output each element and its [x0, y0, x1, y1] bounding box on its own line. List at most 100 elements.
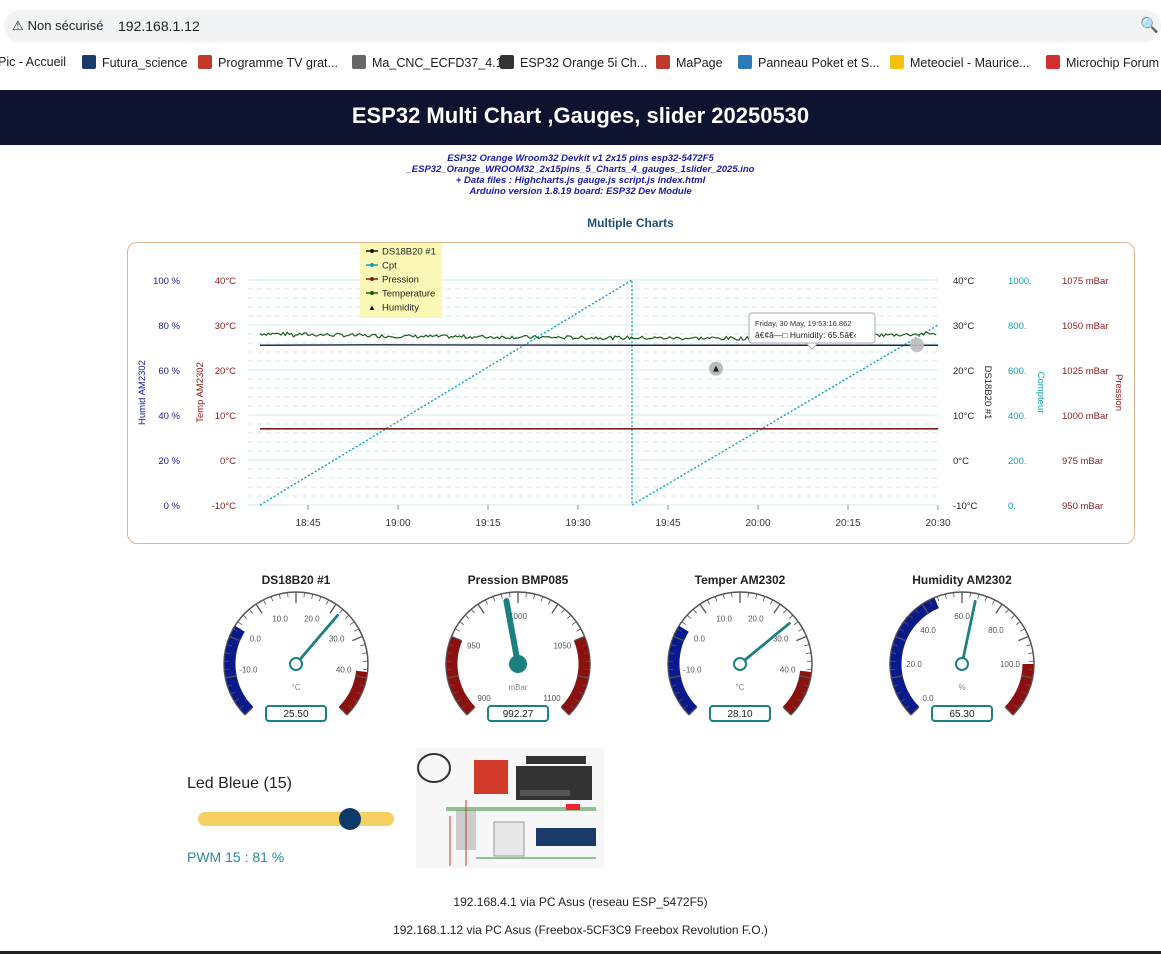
gauge-tick-label: 100.0	[1000, 660, 1021, 669]
bookmark-item[interactable]: Programme TV grat...	[198, 55, 338, 70]
gauge-tick	[799, 675, 811, 679]
gauge-tick	[984, 596, 988, 602]
gauge-tick	[477, 603, 485, 614]
gauge-tick-label: 60.0	[954, 612, 970, 621]
legend-label[interactable]: Cpt	[382, 261, 397, 272]
info-line: + Data files : Highcharts.js gauge.js sc…	[455, 175, 706, 186]
y-tick-label: 0°C	[220, 456, 236, 467]
gauge-tick	[459, 621, 465, 625]
y-tick-label: 600.	[1008, 366, 1027, 377]
y-tick-label: 30°C	[953, 321, 974, 332]
y-tick-label: -10°C	[953, 501, 978, 512]
gauge-tick	[578, 691, 584, 695]
bookmark-item[interactable]: Meteociel - Maurice...	[890, 55, 1029, 70]
bookmark-favicon-icon	[656, 55, 670, 69]
gauge-value-box	[931, 705, 993, 722]
tooltip-arrow	[804, 342, 820, 350]
legend-label[interactable]: DS18B20 #1	[382, 247, 436, 258]
y-tick-label: 975 mBar	[1062, 456, 1103, 467]
address-bar[interactable]: ⚠ Non sécurisé 192.168.1.12 🔍	[0, 8, 1161, 44]
tooltip-value: â€¢â—□ Humidity: 65.5â€‹	[755, 330, 857, 340]
bookmark-item[interactable]: Panneau Poket et S...	[738, 55, 880, 70]
gauge-tick	[903, 621, 909, 625]
gauge-tick	[773, 603, 781, 614]
gauge: 900 950 1000 1050 1100 mBar 992.27	[445, 591, 591, 722]
legend-label[interactable]: Pression	[382, 275, 419, 286]
legend-label[interactable]: Temperature	[382, 289, 435, 300]
gauge-tick	[898, 628, 904, 632]
gauge-tick	[670, 644, 676, 647]
gauge-tick	[936, 596, 940, 602]
y-tick-label: 20 %	[158, 456, 180, 467]
security-indicator[interactable]: ⚠ Non sécurisé	[12, 18, 104, 34]
y-tick-label: 0.	[1008, 501, 1016, 512]
gauge-tick	[895, 635, 906, 642]
gauge-tick-label: 20.0	[748, 615, 764, 624]
url-text[interactable]: 192.168.1.12	[118, 18, 200, 34]
gauge-tick	[577, 675, 589, 679]
hover-point[interactable]	[910, 338, 924, 352]
x-tick-label: 19:00	[385, 518, 410, 529]
legend-label[interactable]: Humidity	[382, 303, 419, 314]
bookmark-item[interactable]: Pic - Accueil	[0, 55, 66, 69]
gauge-tick	[678, 698, 684, 702]
wiring-diagram-image	[416, 748, 604, 868]
gauge-value-box	[487, 705, 549, 722]
bookmark-item[interactable]: Ma_CNC_ECFD37_4.1	[352, 55, 503, 70]
legend-swatch-dot	[370, 277, 374, 281]
led-label: Led Bleue (15)	[187, 775, 292, 792]
gauge-unit: °C	[292, 683, 301, 692]
gauge-tick	[1026, 644, 1032, 647]
bookmarks-bar: Pic - Accueil Futura_science Programme TV …	[0, 52, 1161, 74]
address-pill[interactable]	[4, 10, 1161, 42]
gauge-value: 28.10	[727, 709, 752, 720]
gauge-tick	[686, 614, 692, 619]
gauge-tick-label: 30.0	[773, 634, 789, 643]
gauge-value: 65.30	[949, 709, 974, 720]
led-slider-knob[interactable]	[339, 808, 361, 830]
series-line-cpt[interactable]	[259, 278, 939, 507]
gauge-tick	[914, 608, 919, 614]
led-slider-track[interactable]	[198, 812, 394, 826]
gauge-tick	[900, 698, 906, 702]
gauge-tick	[582, 644, 588, 647]
bookmark-label: Ma_CNC_ECFD37_4.1	[372, 56, 503, 70]
gauge-tick	[287, 592, 289, 598]
footer-ap-info: 192.168.4.1 via PC Asus (reseau ESP_5472…	[453, 895, 708, 909]
gauge-rim	[889, 591, 1035, 716]
gauge-tick	[755, 593, 758, 599]
gauge-tick	[449, 684, 455, 687]
tooltip-date: Friday, 30 May, 19:53:16.862	[755, 319, 851, 328]
bookmark-label: Pic - Accueil	[0, 55, 67, 69]
gauge-tick	[540, 596, 544, 602]
gauge-tick	[548, 599, 552, 605]
gauge-tick-label: 30.0	[329, 634, 345, 643]
y-tick-label: 80 %	[158, 321, 180, 332]
gauge-unit: °C	[736, 683, 745, 692]
bookmark-item[interactable]: Futura_science	[82, 55, 187, 70]
bookmark-item[interactable]: MaPage	[656, 55, 723, 70]
gauge-tick	[896, 691, 902, 695]
gauge-tick	[227, 684, 233, 687]
gauge-tick	[359, 684, 365, 687]
gauge-tick	[533, 593, 536, 599]
bookmark-favicon-icon	[352, 55, 366, 69]
zoom-icon[interactable]: 🔍	[1140, 17, 1159, 34]
gauge-tick-label: 0.0	[250, 634, 262, 643]
bookmark-item[interactable]: Microchip Forum	[1046, 55, 1159, 70]
gauge-tick	[500, 593, 503, 599]
gauge-tick	[669, 675, 681, 679]
multi-chart[interactable]: 18:45 19:00 19:15 19:30 19:45 20:00 20:15 20:30…	[0, 0, 1161, 560]
page-title: ESP32 Multi Chart ,Gauges, slider 202505…	[351, 103, 810, 128]
gauge-tick	[574, 635, 585, 642]
gauge-tick	[928, 599, 932, 605]
gauge: -10.0 0.0 10.0 20.0 30.0 40.0 °C 25.50	[223, 591, 369, 722]
gauge-tick	[561, 608, 566, 614]
gauge-title: DS18B20 #1	[261, 573, 331, 587]
y-axis-title: Pression	[1113, 374, 1124, 411]
bookmark-item[interactable]: ESP32 Orange 5i Ch...	[500, 55, 647, 70]
gauge-tick	[461, 705, 466, 709]
gauge-rim	[667, 591, 813, 716]
y-tick-label: 10°C	[215, 411, 236, 422]
gauge-tick	[1018, 698, 1024, 702]
